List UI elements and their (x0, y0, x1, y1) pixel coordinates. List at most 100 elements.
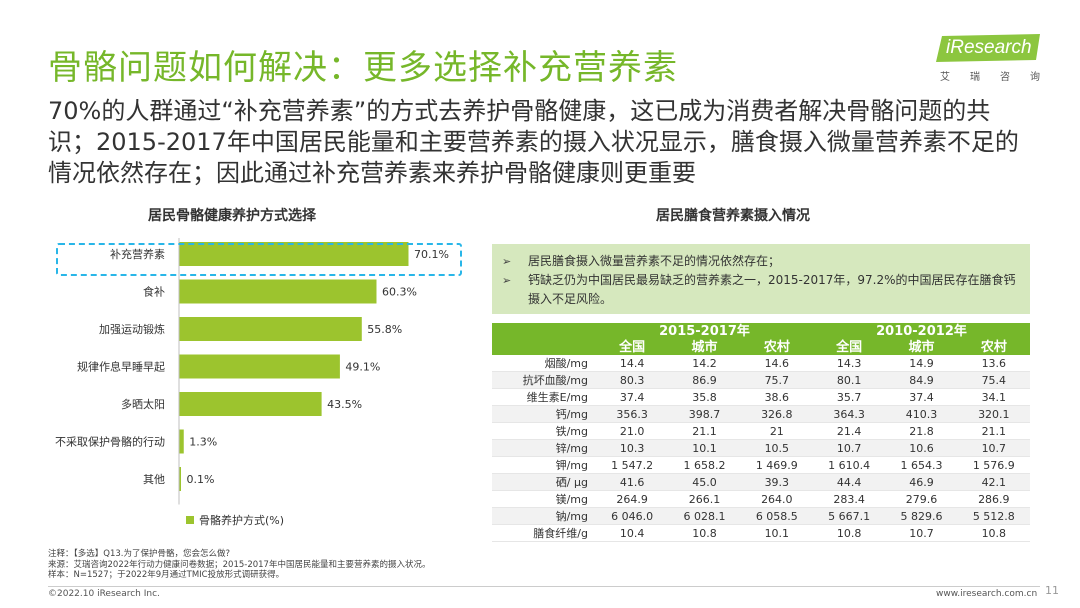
nutrient-name: 维生素E/mg (492, 388, 596, 407)
table-row: 维生素E/mg 37.4 35.8 38.6 35.7 37.4 34.1 (492, 388, 1030, 407)
period-header: 2010-2012年 (812, 323, 1030, 340)
table-row: 硒/ μg 41.6 45.0 39.3 44.4 46.9 42.1 (492, 473, 1030, 492)
page-number: 11 (1045, 584, 1059, 597)
table-cell: 21.0 (596, 422, 669, 441)
table-cell: 6 058.5 (740, 507, 813, 526)
table-cell: 326.8 (740, 405, 813, 424)
column-header: 城市 (668, 340, 741, 355)
note-line: 注释：【多选】Q13.为了保护骨骼，您会怎么做? (48, 549, 230, 559)
table-cell: 38.6 (740, 388, 813, 407)
table-cell: 1 658.2 (668, 456, 741, 475)
table-cell: 286.9 (957, 490, 1030, 509)
column-header: 全国 (812, 340, 886, 355)
table-row: 钾/mg 1 547.2 1 658.2 1 469.9 1 610.4 1 654.3 1… (492, 456, 1030, 475)
nutrient-name: 烟酸/mg (492, 355, 596, 373)
table-row: 钙/mg 356.3 398.7 326.8 364.3 410.3 320.1 (492, 405, 1030, 424)
table-cell: 10.8 (668, 524, 741, 543)
data-label: 0.1% (187, 473, 215, 486)
bar-chart: 补充营养素 70.1% 食补 60.3% 加强运动锻炼 55.8% 规律作息早睡早起 49.1… (55, 238, 449, 505)
table-cell: 39.3 (740, 473, 813, 492)
chart-legend: 骨骼养护方式(%) (186, 512, 284, 528)
table-cell: 75.7 (740, 371, 813, 390)
table-cell: 364.3 (812, 405, 886, 424)
table-cell: 41.6 (596, 473, 669, 492)
logo-shape-icon (936, 34, 1040, 62)
table-row: 镁/mg 264.9 266.1 264.0 283.4 279.6 286.9 (492, 490, 1030, 509)
period-header: 2015-2017年 (596, 323, 813, 340)
table-corner (492, 323, 596, 340)
table-cell: 44.4 (812, 473, 886, 492)
nutrient-name: 铁/mg (492, 422, 596, 441)
table-row: 烟酸/mg 14.4 14.2 14.6 14.3 14.9 13.6 (492, 355, 1030, 373)
table-cell: 6 028.1 (668, 507, 741, 526)
website-link[interactable]: www.iresearch.com.cn (936, 589, 1038, 599)
note-line: 样本：N=1527；于2022年9月通过TMIC投放形式调研获得。 (48, 570, 285, 580)
category-label: 不采取保护骨骼的行动 (55, 435, 165, 449)
table-cell: 75.4 (957, 371, 1030, 390)
footer-divider (48, 586, 1040, 587)
nutrient-name: 硒/ μg (492, 473, 596, 492)
nutrient-name: 钙/mg (492, 405, 596, 424)
table-cell: 80.3 (596, 371, 669, 390)
bar (179, 354, 340, 379)
data-label: 60.3% (382, 286, 417, 299)
table-row: 膳食纤维/g 10.4 10.8 10.1 10.8 10.7 10.8 (492, 524, 1030, 543)
column-header: 城市 (885, 340, 958, 355)
nutrient-name: 镁/mg (492, 490, 596, 509)
logo-brand: iResearch (946, 37, 1032, 58)
table-cell: 14.3 (812, 355, 886, 373)
bar (179, 467, 181, 491)
info-bullet: ➢ 钙缺乏仍为中国居民最易缺乏的营养素之一，2015-2017年，97.2%的中… (502, 271, 1020, 309)
category-label: 食补 (143, 285, 165, 299)
category-label: 其他 (143, 473, 165, 486)
bar (179, 279, 377, 304)
legend-label: 骨骼养护方式(%) (199, 514, 285, 527)
table-cell: 410.3 (885, 405, 958, 424)
table-cell: 1 547.2 (596, 456, 669, 475)
data-label: 1.3% (189, 436, 217, 449)
table-cell: 10.1 (740, 524, 813, 543)
table-cell: 42.1 (957, 473, 1030, 492)
table-corner (492, 340, 596, 355)
nutrient-name: 抗坏血酸/mg (492, 371, 596, 390)
table-cell: 283.4 (812, 490, 886, 509)
table-cell: 5 667.1 (812, 507, 886, 526)
arrow-right-icon: ➢ (502, 255, 512, 268)
arrow-right-icon: ➢ (502, 274, 512, 287)
table-cell: 46.9 (885, 473, 958, 492)
table-cell: 1 610.4 (812, 456, 886, 475)
table-cell: 10.7 (812, 439, 886, 458)
column-header: 全国 (596, 340, 669, 355)
table-cell: 37.4 (885, 388, 958, 407)
table-cell: 10.1 (668, 439, 741, 458)
table-cell: 14.9 (885, 355, 958, 373)
category-label: 规律作息早睡早起 (77, 360, 165, 374)
table-cell: 34.1 (957, 388, 1030, 407)
data-label: 43.5% (327, 398, 362, 411)
data-label: 70.1% (414, 248, 449, 261)
highlight-box (56, 243, 462, 276)
table-cell: 21.8 (885, 422, 958, 441)
table-cell: 10.3 (596, 439, 669, 458)
table-cell: 10.7 (885, 524, 958, 543)
right-panel-title: 居民膳食营养素摄入情况 (656, 208, 810, 224)
table-cell: 80.1 (812, 371, 886, 390)
table-cell: 10.8 (957, 524, 1030, 543)
table-cell: 264.9 (596, 490, 669, 509)
table-cell: 84.9 (885, 371, 958, 390)
table-cell: 35.7 (812, 388, 886, 407)
table-cell: 1 469.9 (740, 456, 813, 475)
nutrient-table: 2015-2017年 2010-2012年 全国 城市 农村 全国 城市 农村 … (492, 323, 1030, 543)
bar (179, 317, 362, 341)
table-cell: 320.1 (957, 405, 1030, 424)
table-cell: 5 512.8 (957, 507, 1030, 526)
table-cell: 264.0 (740, 490, 813, 509)
nutrient-name: 锌/mg (492, 439, 596, 458)
table-cell: 13.6 (957, 355, 1030, 373)
table-cell: 14.4 (596, 355, 669, 373)
table-cell: 14.2 (668, 355, 741, 373)
nutrient-name: 膳食纤维/g (492, 524, 596, 543)
data-label: 49.1% (345, 361, 380, 374)
table-cell: 86.9 (668, 371, 741, 390)
table-cell: 21 (740, 422, 813, 441)
